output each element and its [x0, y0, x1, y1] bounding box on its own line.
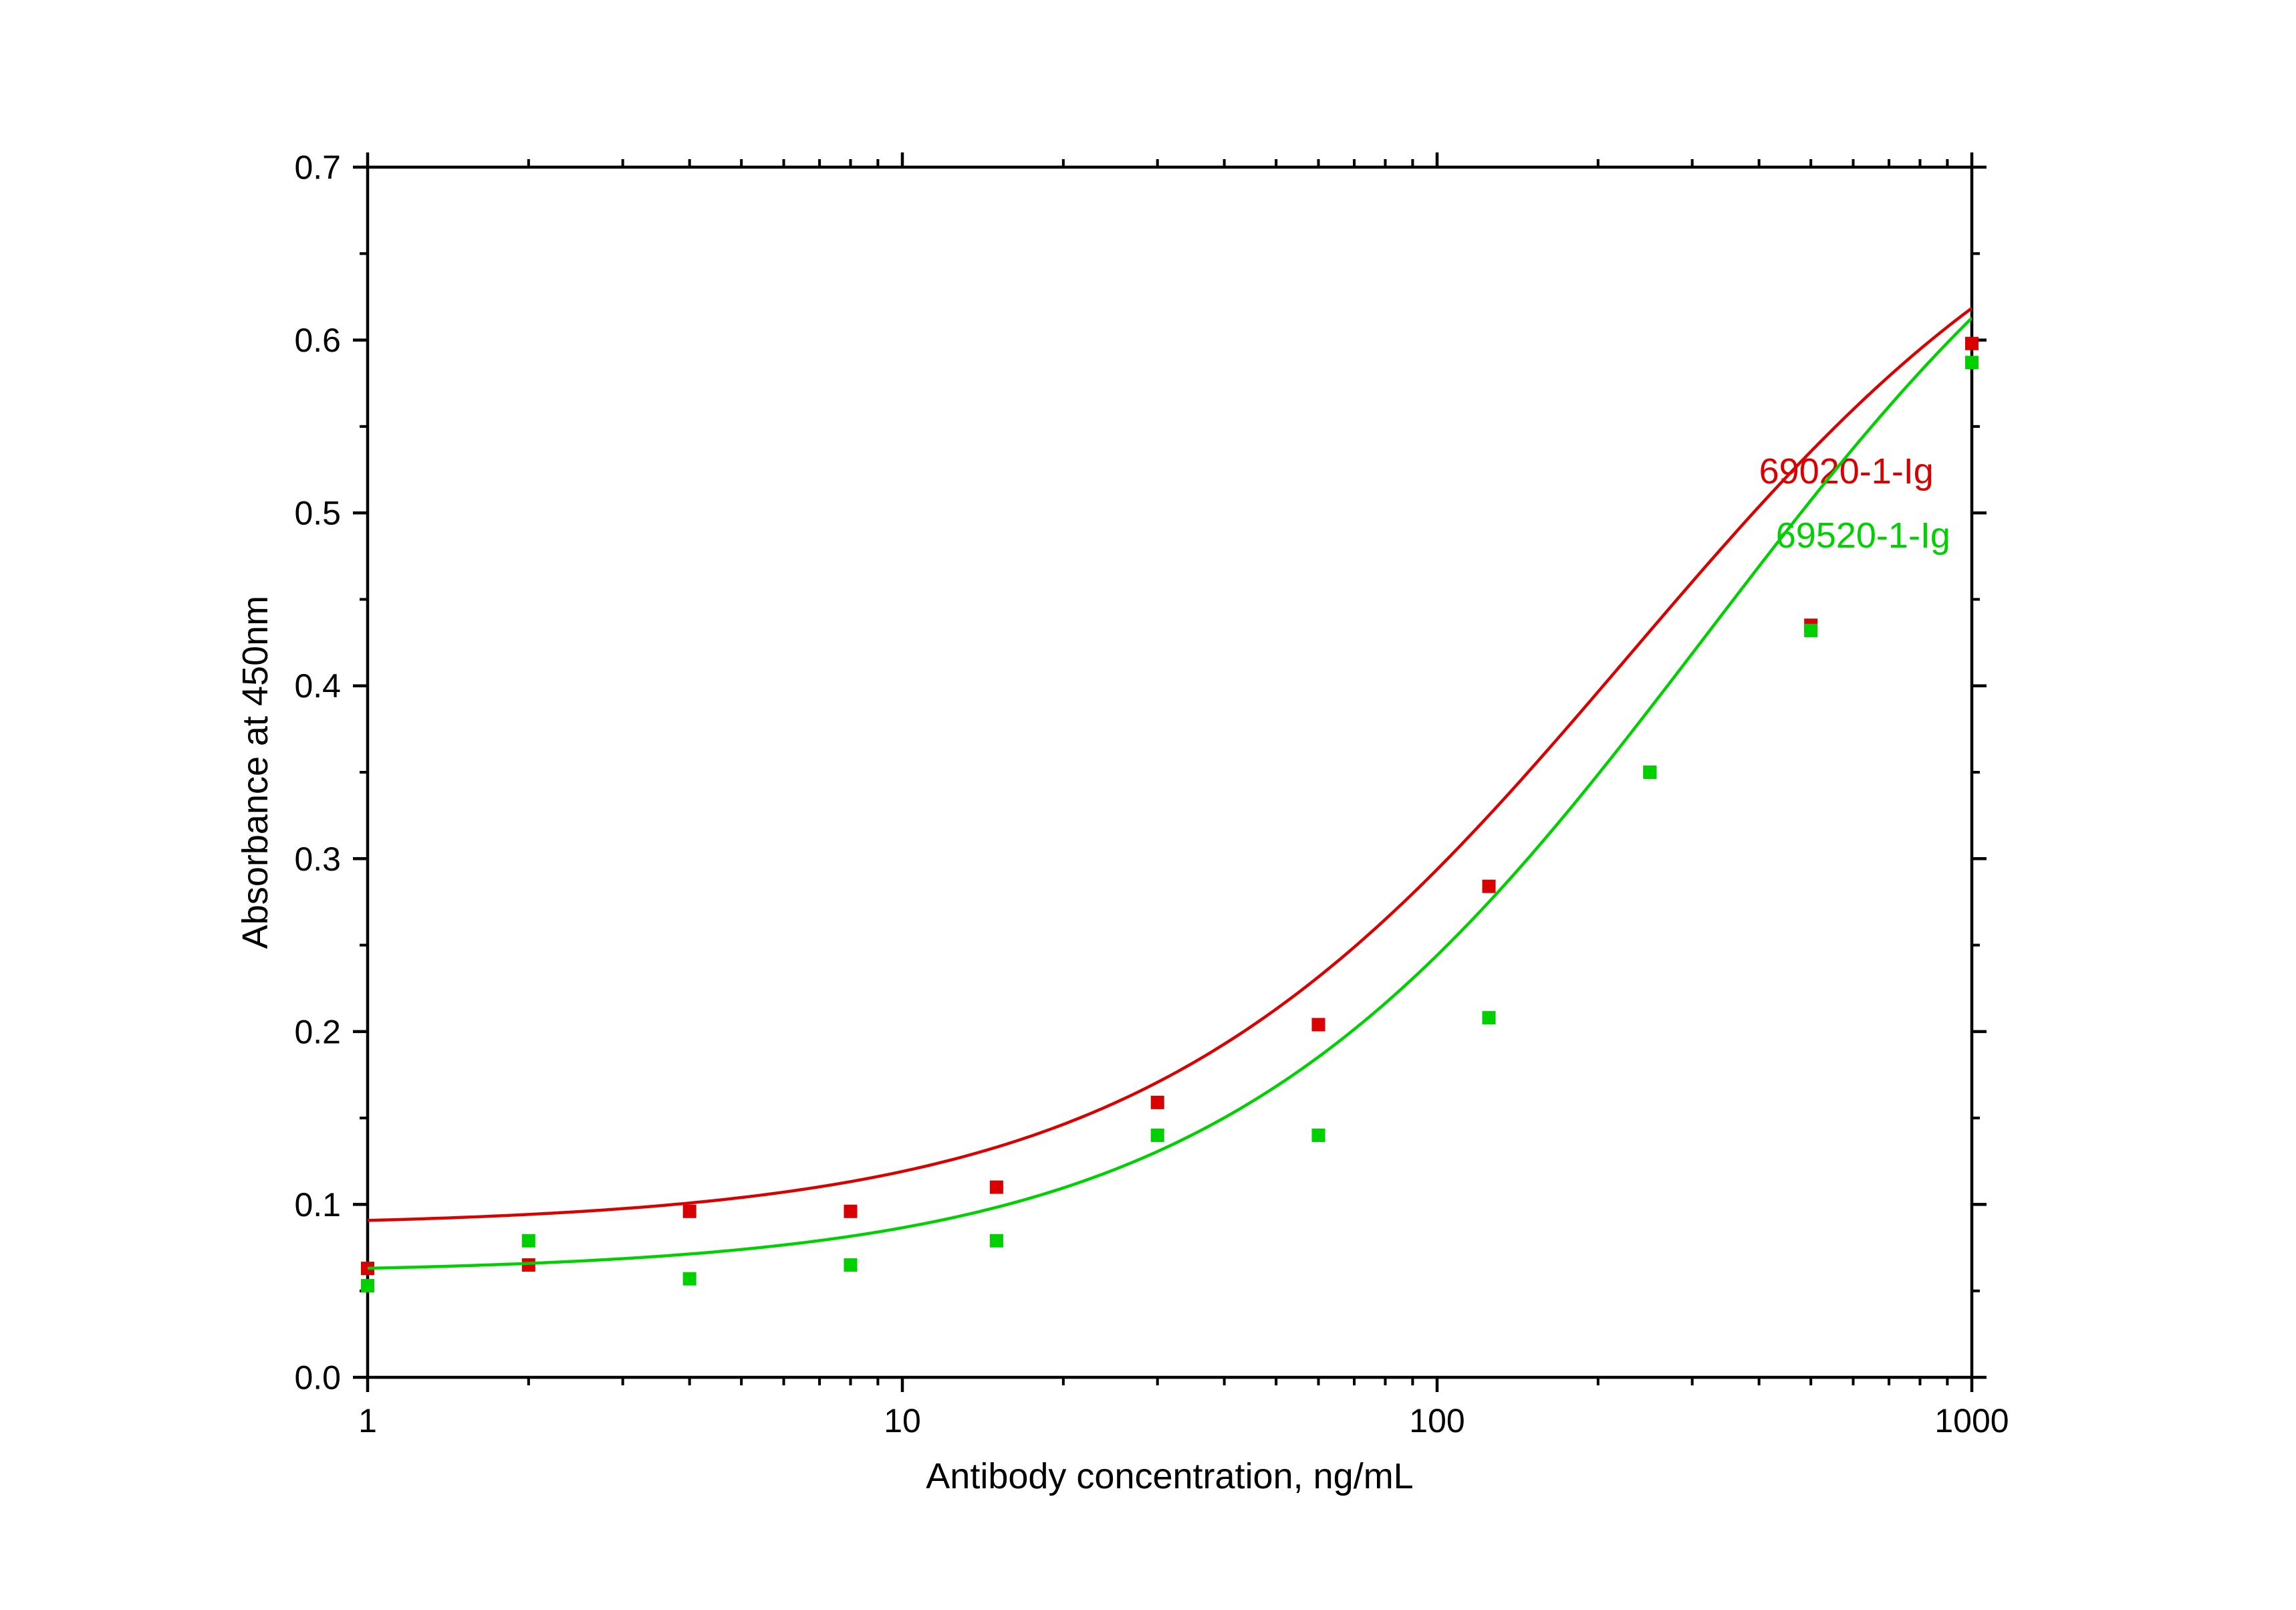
y-axis-label: Absorbance at 450nm [235, 596, 275, 949]
x-tick-label: 100 [1409, 1402, 1464, 1440]
data-point [1965, 337, 1979, 350]
data-point [1151, 1096, 1164, 1109]
data-point [361, 1279, 374, 1292]
y-tick-label: 0.4 [294, 667, 341, 705]
data-point [683, 1205, 696, 1218]
data-point [990, 1181, 1003, 1194]
data-point [844, 1205, 857, 1218]
data-point [990, 1234, 1003, 1248]
data-point [522, 1234, 535, 1248]
data-point [1312, 1129, 1325, 1142]
chart-svg: 1 10 100 1000 0.0 0.1 0.2 0.3 0.4 0.5 0.6 0.7 Antibo… [0, 0, 2296, 1610]
y-tick-label: 0.1 [294, 1186, 341, 1224]
y-tick-label: 0.0 [294, 1359, 341, 1397]
data-point [1312, 1018, 1325, 1032]
chart-container: 1 10 100 1000 0.0 0.1 0.2 0.3 0.4 0.5 0.6 0.7 Antibo… [0, 0, 2296, 1610]
y-tick-label: 0.7 [294, 149, 341, 187]
data-point [844, 1258, 857, 1272]
y-tick-label: 0.2 [294, 1013, 341, 1050]
x-tick-label: 1000 [1934, 1402, 2009, 1440]
data-point [1804, 624, 1817, 637]
data-point [1483, 880, 1496, 893]
y-tick-label: 0.3 [294, 840, 341, 878]
x-tick-label: 10 [884, 1402, 921, 1440]
y-tick-label: 0.5 [294, 495, 341, 532]
x-axis-label: Antibody concentration, ng/mL [926, 1456, 1413, 1496]
x-tick-label: 1 [358, 1402, 377, 1440]
data-point [1643, 766, 1656, 779]
data-point [1151, 1129, 1164, 1142]
y-tick-label: 0.6 [294, 322, 341, 359]
data-point [1483, 1011, 1496, 1024]
series-label: 69520-1-Ig [1776, 515, 1950, 556]
data-point [683, 1272, 696, 1286]
data-point [1965, 356, 1979, 369]
